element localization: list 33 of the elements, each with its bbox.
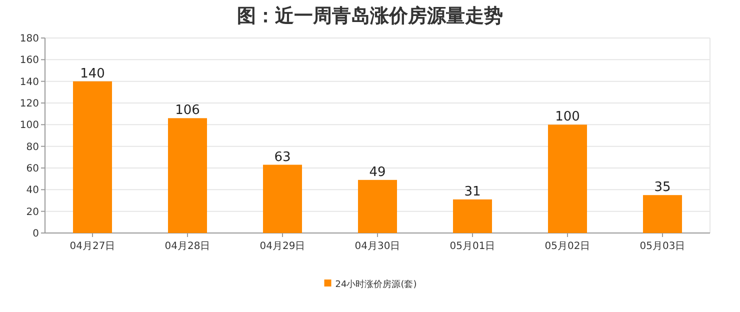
bar — [643, 195, 682, 233]
data-label: 100 — [555, 110, 580, 125]
x-tick-label: 04月28日 — [164, 241, 210, 252]
bar — [263, 164, 302, 233]
data-label: 63 — [274, 150, 291, 165]
x-tick-label: 05月02日 — [544, 241, 590, 252]
legend-label: 24小时涨价房源(套) — [335, 279, 417, 290]
x-tick-label: 05月03日 — [640, 241, 686, 252]
y-tick-label: 0 — [32, 228, 39, 240]
x-tick-label: 04月27日 — [70, 241, 116, 252]
x-tick-label: 04月30日 — [354, 241, 400, 252]
y-tick-label: 180 — [20, 34, 39, 44]
data-label: 106 — [175, 103, 200, 118]
y-tick-label: 140 — [20, 76, 39, 88]
bar — [73, 81, 112, 233]
bar — [548, 124, 587, 233]
y-tick-label: 20 — [26, 206, 39, 218]
bar — [358, 180, 397, 233]
x-tick-label: 05月01日 — [450, 241, 496, 252]
chart-title: 图：近一周青岛涨价房源量走势 — [237, 5, 503, 27]
data-label: 31 — [464, 184, 481, 200]
y-tick-label: 100 — [20, 120, 39, 132]
y-tick-label: 40 — [26, 185, 39, 196]
y-tick-label: 80 — [26, 142, 39, 153]
y-tick-label: 120 — [20, 98, 39, 110]
data-label: 49 — [369, 164, 386, 180]
data-label: 140 — [80, 66, 105, 82]
x-tick-label: 04月29日 — [260, 241, 306, 252]
y-tick-label: 60 — [26, 164, 39, 174]
bar — [168, 118, 207, 233]
bar — [453, 199, 492, 233]
data-label: 35 — [654, 180, 671, 196]
y-tick-label: 160 — [20, 55, 39, 66]
